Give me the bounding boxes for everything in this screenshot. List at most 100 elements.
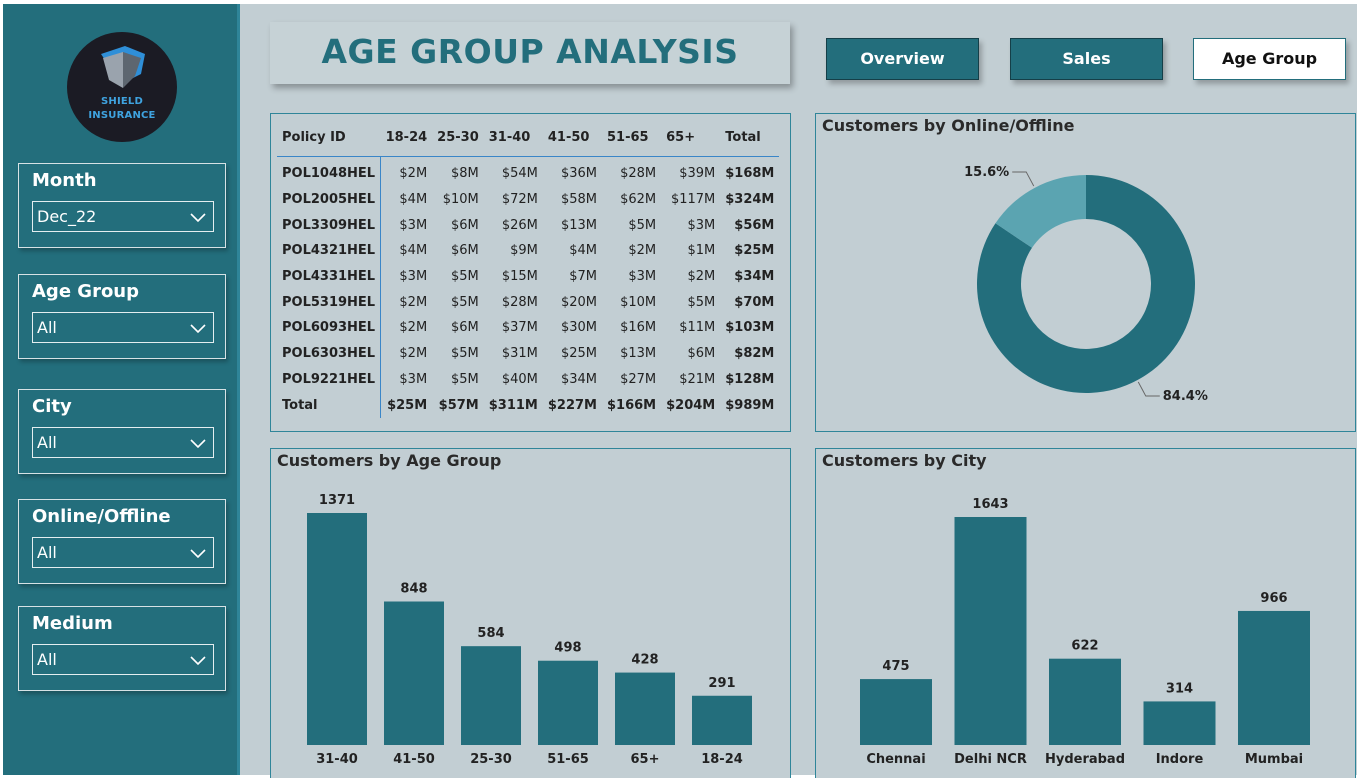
slicer-title: Age Group xyxy=(32,281,140,302)
sidebar: SHIELD INSURANCE Month Dec_22 Age Group … xyxy=(3,4,240,775)
x-tick-label: Mumbai xyxy=(1245,752,1303,767)
column-header: 65+ xyxy=(661,118,721,157)
month-dropdown[interactable]: Dec_22 xyxy=(32,201,214,232)
table-cell: $21M xyxy=(679,371,716,387)
overview-button[interactable]: Overview xyxy=(826,38,979,80)
table-cell: $26M xyxy=(501,217,538,233)
online-offline-slicer: Online/Offline All xyxy=(18,499,226,584)
table-cell: $72M xyxy=(501,192,538,208)
online-offline-chart-panel: Customers by Online/Offline 84.4% 15.6% xyxy=(815,113,1356,432)
online-offline-dropdown[interactable]: All xyxy=(32,537,214,568)
table-cell: $62M xyxy=(620,192,657,208)
bar xyxy=(538,660,598,745)
page-title: AGE GROUP ANALYSIS xyxy=(321,32,739,71)
medium-slicer: Medium All xyxy=(18,606,226,691)
table-total-row: Total $25M $57M $311M $227M $166M $204M $989M xyxy=(277,392,779,418)
row-header-cell: POL2005HEL xyxy=(277,186,382,213)
x-tick-label: 41-50 xyxy=(393,752,435,767)
city-dropdown[interactable]: All xyxy=(32,427,214,458)
slice-data-label: 15.6% xyxy=(964,165,1009,180)
table-cell: $166M xyxy=(607,397,657,413)
bar xyxy=(954,517,1027,745)
table-cell: $204M xyxy=(666,397,716,413)
table-cell: $5M xyxy=(450,371,479,387)
table-header-row: Policy ID 18-24 25-30 31-40 41-50 51-65 … xyxy=(277,118,780,157)
table-cell: $15M xyxy=(501,269,538,285)
table-row: POL1048HEL $2M $8M $54M $36M $28M $39M $168M xyxy=(277,156,779,187)
table-cell: $2M xyxy=(399,346,428,362)
age-group-bar-chart: 1371 31-40 848 41-50 584 25-30 498 51-65 428 65+ 2… xyxy=(307,493,752,767)
x-tick-label: 65+ xyxy=(631,752,660,767)
city-slicer: City All xyxy=(18,389,226,474)
column-header: 18-24 xyxy=(380,118,433,157)
row-total-cell: $56M xyxy=(734,217,775,233)
row-header-cell: POL3309HEL xyxy=(277,212,382,239)
chevron-down-icon xyxy=(190,439,206,449)
column-header: 41-50 xyxy=(542,118,602,157)
shield-icon xyxy=(101,46,145,88)
bar-data-label: 1371 xyxy=(319,493,355,508)
bar-data-label: 848 xyxy=(400,582,427,597)
x-tick-label: 18-24 xyxy=(701,752,743,767)
donut-slice xyxy=(995,175,1086,248)
x-tick-label: 51-65 xyxy=(547,752,589,767)
table-cell: $25M xyxy=(560,346,597,362)
table-cell: $2M xyxy=(687,269,716,285)
row-total-cell: $25M xyxy=(734,243,775,259)
donut-slice xyxy=(977,175,1195,393)
table-cell: $28M xyxy=(501,294,538,310)
table-cell: $25M xyxy=(387,397,428,413)
table-cell: $4M xyxy=(569,243,597,259)
medium-dropdown[interactable]: All xyxy=(32,644,214,675)
table-cell: $13M xyxy=(620,346,657,362)
slice-leader-line xyxy=(1012,171,1035,187)
chevron-down-icon xyxy=(190,213,206,223)
table-cell: $8M xyxy=(450,166,479,182)
row-header-cell: POL4321HEL xyxy=(277,238,382,264)
slicer-value: All xyxy=(37,318,57,337)
row-header-cell: POL6303HEL xyxy=(277,340,382,367)
table-cell: $27M xyxy=(620,371,657,387)
bar-data-label: 584 xyxy=(477,626,504,641)
chart-title: Customers by City xyxy=(822,451,987,470)
row-total-cell: $82M xyxy=(734,346,775,362)
column-header: Policy ID xyxy=(277,118,381,157)
report-canvas: SHIELD INSURANCE Month Dec_22 Age Group … xyxy=(3,4,1357,778)
age-group-button[interactable]: Age Group xyxy=(1193,38,1346,80)
bar xyxy=(860,679,932,745)
table-cell: $9M xyxy=(510,243,538,259)
bar xyxy=(1049,658,1121,745)
table-cell: $4M xyxy=(399,192,428,208)
table-cell: $1M xyxy=(687,243,716,259)
age-group-chart-panel: Customers by Age Group 1371 31-40 848 41-50… xyxy=(270,448,791,778)
table-row: POL6093HEL $2M $6M $37M $30M $16M $11M $103M xyxy=(277,315,779,341)
x-tick-label: Indore xyxy=(1156,752,1204,767)
company-logo: SHIELD INSURANCE xyxy=(67,32,177,142)
slice-leader-line xyxy=(1137,381,1160,397)
slicer-value: Dec_22 xyxy=(37,207,97,226)
table-cell: $6M xyxy=(450,243,479,259)
row-header-cell: POL5319HEL xyxy=(277,289,382,316)
table-cell: $31M xyxy=(501,346,538,362)
slicer-value: All xyxy=(37,543,57,562)
column-header: 51-65 xyxy=(602,118,662,157)
table-row: POL4331HEL $3M $5M $15M $7M $3M $2M $34M xyxy=(277,263,779,290)
city-chart-panel: Customers by City 475 Chennai 1643 Delhi NC… xyxy=(815,448,1356,778)
column-header: Total xyxy=(720,118,780,157)
slicer-value: All xyxy=(37,433,57,452)
age-group-dropdown[interactable]: All xyxy=(32,312,214,343)
table-row: POL2005HEL $4M $10M $72M $58M $62M $117M $324M xyxy=(277,186,779,213)
table-cell: $4M xyxy=(399,243,428,259)
bar-data-label: 428 xyxy=(631,653,658,668)
table-cell: $227M xyxy=(547,397,597,413)
table-cell: $34M xyxy=(560,371,597,387)
sales-button[interactable]: Sales xyxy=(1010,38,1163,80)
bar xyxy=(1143,701,1216,745)
city-bar-chart: 475 Chennai 1643 Delhi NCR 622 Hyderabad 314 In… xyxy=(860,497,1310,767)
logo-line-2: INSURANCE xyxy=(88,110,156,121)
table-row: POL9221HEL $3M $5M $40M $34M $27M $21M $128M xyxy=(277,366,779,393)
table-cell: $40M xyxy=(501,371,538,387)
slicer-title: Medium xyxy=(32,613,113,634)
chevron-down-icon xyxy=(190,656,206,666)
row-total-cell: $324M xyxy=(725,192,775,208)
